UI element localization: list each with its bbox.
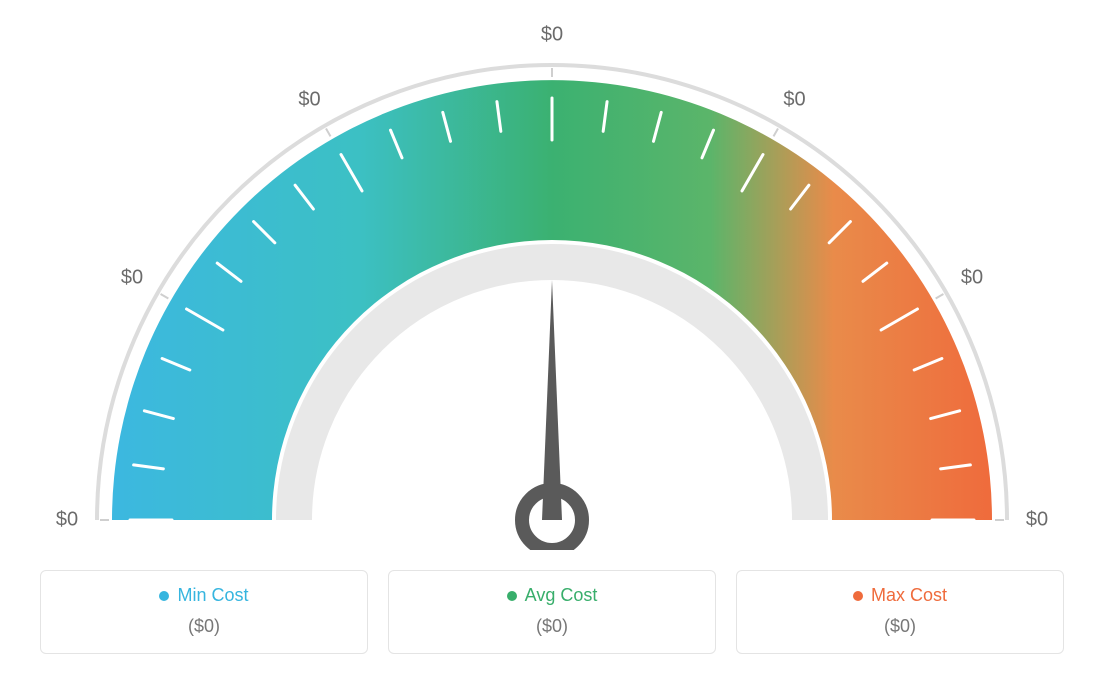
gauge-tick-label: $0 [1026, 509, 1048, 532]
gauge-tick-label: $0 [56, 509, 78, 532]
legend-title-avg: Avg Cost [507, 585, 598, 606]
legend-card-max: Max Cost ($0) [736, 570, 1064, 654]
dot-icon [159, 591, 169, 601]
dot-icon [507, 591, 517, 601]
gauge-tick-label: $0 [121, 266, 143, 289]
gauge-tick-label: $0 [541, 24, 563, 47]
gauge-tick-label: $0 [961, 266, 983, 289]
legend-row: Min Cost ($0) Avg Cost ($0) Max Cost ($0… [40, 570, 1064, 654]
gauge-chart: $0$0$0$0$0$0$0 [52, 30, 1052, 550]
legend-title-max: Max Cost [853, 585, 947, 606]
legend-card-avg: Avg Cost ($0) [388, 570, 716, 654]
legend-value-min: ($0) [51, 616, 357, 637]
legend-value-avg: ($0) [399, 616, 705, 637]
legend-label: Min Cost [177, 585, 248, 606]
legend-label: Max Cost [871, 585, 947, 606]
legend-value-max: ($0) [747, 616, 1053, 637]
legend-title-min: Min Cost [159, 585, 248, 606]
legend-card-min: Min Cost ($0) [40, 570, 368, 654]
legend-label: Avg Cost [525, 585, 598, 606]
gauge-svg [52, 30, 1052, 550]
gauge-tick-label: $0 [783, 88, 805, 111]
gauge-tick-label: $0 [298, 88, 320, 111]
dot-icon [853, 591, 863, 601]
